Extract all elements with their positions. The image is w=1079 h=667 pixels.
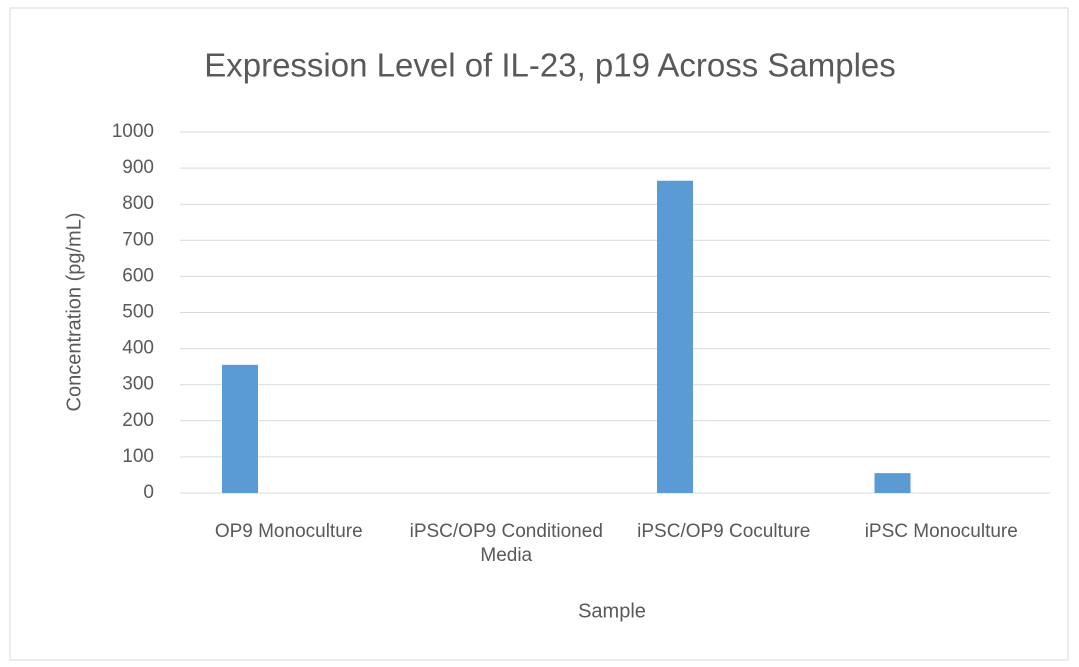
- chart-frame: [9, 7, 1069, 661]
- y-tick-label: 0: [143, 482, 154, 503]
- x-tick-label: iPSC/OP9 Conditioned Media: [409, 521, 603, 566]
- y-tick-label: 600: [122, 265, 154, 286]
- bar: [874, 473, 911, 493]
- y-tick-label: 700: [122, 229, 154, 250]
- x-tick-label: iPSC Monoculture: [864, 521, 1018, 542]
- y-tick-label: 500: [122, 302, 154, 323]
- y-tick-label: 100: [122, 446, 154, 467]
- bar: [657, 180, 693, 494]
- x-tick-label: iPSC/OP9 Coculture: [637, 521, 811, 542]
- y-tick-label: 1000: [112, 121, 154, 142]
- x-tick-label: OP9 Monoculture: [214, 521, 363, 542]
- bar: [222, 364, 258, 493]
- y-tick-label: 900: [122, 157, 154, 178]
- chart-title: Expression Level of IL-23, p19 Across Sa…: [204, 47, 896, 84]
- y-tick-label: 200: [122, 410, 154, 431]
- x-axis-title: Sample: [578, 600, 646, 622]
- y-tick-label: 400: [122, 338, 154, 359]
- y-tick-label: 300: [122, 374, 154, 395]
- y-tick-label: 800: [122, 193, 154, 214]
- y-axis-title: Concentration (pg/mL): [63, 213, 85, 412]
